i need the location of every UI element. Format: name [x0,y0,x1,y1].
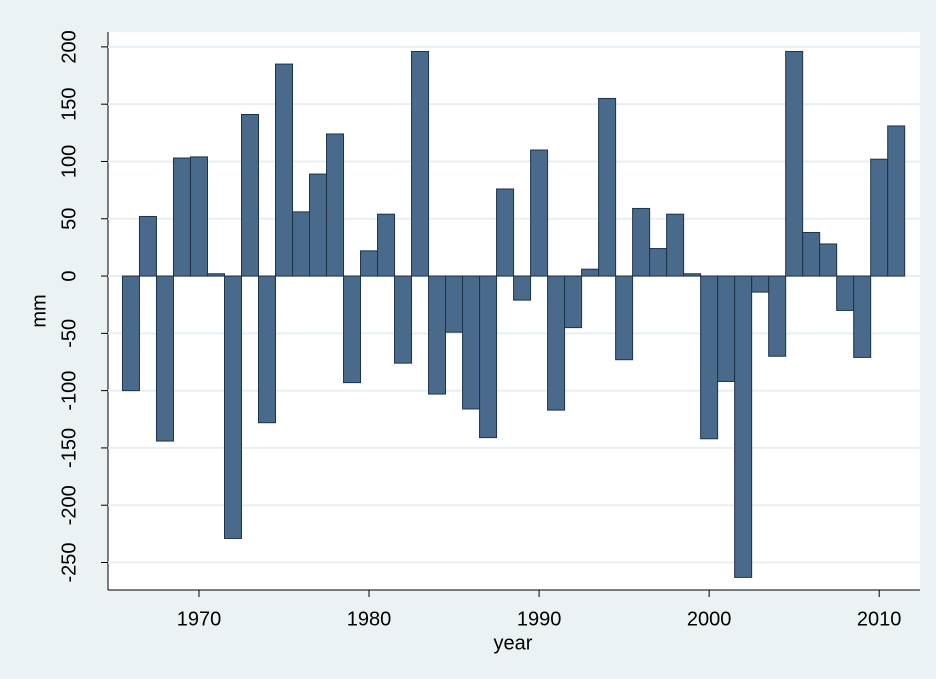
bar [734,275,753,578]
bar [309,173,328,277]
bar [666,213,685,277]
bar [121,275,140,392]
bar [836,275,855,311]
y-tick-label: 50 [58,208,80,230]
bar [428,275,447,395]
bar [768,275,787,357]
bar [564,275,583,329]
y-tick-label: 0 [58,270,80,281]
bar [649,248,668,277]
bar [513,275,532,301]
bar [377,213,396,277]
bar [172,157,191,277]
bar [581,268,600,277]
bar [223,275,242,539]
bar [530,149,549,277]
bar [819,243,838,277]
x-tick-label: 2000 [687,608,732,630]
bar [206,273,225,277]
y-tick-label: -250 [58,542,80,582]
bar [802,232,821,277]
bar [411,50,430,277]
bar [700,275,719,440]
bar [870,158,889,277]
bar [326,133,345,277]
bar [751,275,770,293]
x-tick-label: 1980 [347,608,392,630]
bar [445,275,464,333]
bar [138,215,157,277]
y-axis-title: mm [28,294,50,327]
bar [240,113,259,277]
y-tick-label: 100 [58,145,80,178]
bar [853,275,872,358]
bar [257,275,277,424]
y-tick-label: -150 [58,428,80,468]
bar [394,275,413,364]
y-tick-label: -100 [58,371,80,411]
bar [155,275,174,442]
bar [598,97,617,277]
bar [462,275,481,410]
bar [275,63,294,277]
x-tick-label: 2010 [857,608,902,630]
bar [717,275,736,382]
bar [343,275,362,384]
bar [887,125,906,277]
bar [547,275,566,411]
y-tick-label: 150 [58,87,80,120]
bar [189,156,208,277]
y-tick-label: -200 [58,485,80,525]
bar [360,250,379,277]
y-tick-label: -50 [58,319,80,348]
bar [683,273,702,277]
bar [785,50,804,277]
y-tick-label: 200 [58,30,80,63]
bar [496,188,515,277]
bar [292,211,311,277]
x-axis-title: year [494,632,533,654]
bar [632,207,651,277]
bar [615,275,634,361]
x-tick-label: 1970 [177,608,222,630]
x-tick-label: 1990 [517,608,562,630]
bar [479,275,498,439]
